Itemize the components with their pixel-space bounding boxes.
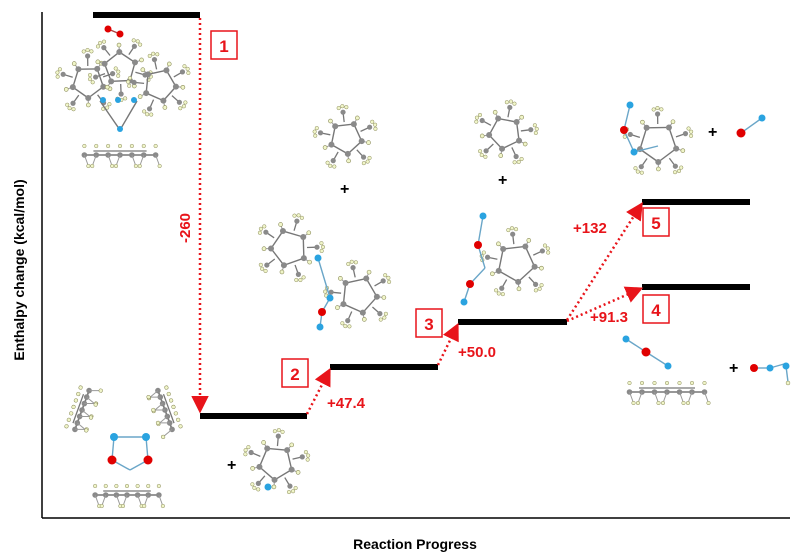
intermediate-3-cp-main: [479, 226, 551, 297]
product-5-cp: [622, 105, 694, 175]
intermediate-2-cp-right: [323, 259, 392, 329]
step-2-delta: +47.4: [327, 395, 366, 412]
product-4-chain: [622, 335, 672, 370]
plus-sign: +: [227, 457, 236, 474]
intermediate-2-cp-top: [312, 104, 378, 169]
reactant-cp-ring-right: [126, 51, 191, 117]
step-3-delta: +50.0: [458, 344, 496, 361]
product-5-chain: [620, 101, 659, 156]
step-3-box: 3: [415, 308, 443, 338]
step-4-arrow: [566, 286, 644, 323]
reactant-cp-ring-bottom: [81, 143, 162, 169]
x-axis-label: Reaction Progress: [353, 536, 477, 552]
step-3-number: 3: [424, 315, 433, 334]
hydroxyl-fragment: [750, 362, 791, 386]
nitrogen-atom: [264, 483, 272, 491]
reactant-cp-ring-left: [55, 47, 121, 112]
step-4-box: 4: [642, 294, 670, 324]
intermediate-1-partner-cp: [243, 428, 311, 495]
step-3-arrow: [436, 322, 459, 366]
intermediate-1-cp-bottom: [92, 483, 165, 509]
plus-sign: +: [729, 360, 738, 377]
nitric-oxide-molecule: [736, 114, 766, 138]
step-1-delta: -260: [177, 213, 194, 243]
step-2-number: 2: [290, 365, 299, 384]
intermediate-2-cp-left: [257, 213, 326, 283]
step-5-delta: +132: [573, 220, 607, 237]
intermediate-2-chain: [314, 254, 334, 331]
oxygen-molecule: [104, 25, 124, 38]
product-4-cp: [626, 380, 711, 406]
intermediate-3-cp-top: [474, 99, 539, 165]
step-5-box: 5: [642, 207, 670, 237]
plus-sign: +: [340, 181, 349, 198]
plus-sign: +: [498, 172, 507, 189]
y-axis-label: Enthalpy change (kcal/mol): [11, 179, 27, 360]
intermediate-1-core: [107, 433, 153, 471]
intermediate-3-chain: [460, 212, 487, 306]
step-1-number: 1: [219, 37, 228, 56]
plus-sign: +: [708, 124, 717, 141]
step-2-box: 2: [281, 358, 309, 388]
step-1-box: 1: [210, 30, 238, 60]
step-4-delta: +91.3: [590, 309, 628, 326]
reactant-n2-core: [99, 97, 138, 132]
intermediate-1-cp-right: [146, 385, 183, 439]
intermediate-1-cp-left: [64, 385, 103, 433]
step-5-number: 5: [651, 214, 660, 233]
step-2-arrow: [305, 367, 331, 415]
step-4-number: 4: [651, 301, 661, 320]
